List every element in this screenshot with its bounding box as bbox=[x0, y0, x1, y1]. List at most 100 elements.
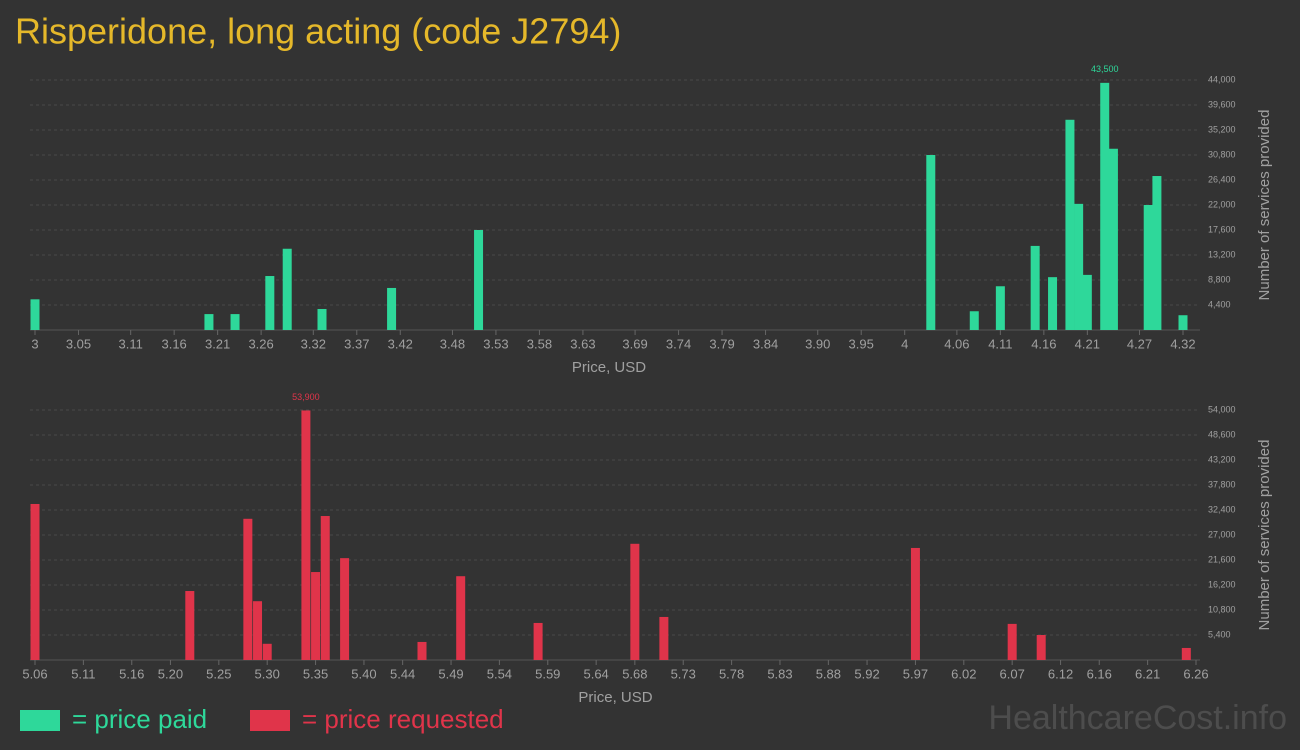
x-tick-label: 5.25 bbox=[206, 666, 231, 681]
bar bbox=[1048, 277, 1058, 330]
x-tick-label: 4.21 bbox=[1075, 336, 1100, 351]
y-tick-label: 48,600 bbox=[1208, 429, 1236, 439]
y-tick-label: 10,800 bbox=[1208, 604, 1236, 614]
x-tick-label: 5.78 bbox=[719, 666, 744, 681]
x-tick-label: 3.74 bbox=[666, 336, 691, 351]
x-tick-label: 6.26 bbox=[1183, 666, 1208, 681]
x-tick-label: 5.92 bbox=[854, 666, 879, 681]
x-tick-label: 3.90 bbox=[805, 336, 830, 351]
x-tick-label: 3.58 bbox=[527, 336, 552, 351]
y-tick-label: 30,800 bbox=[1208, 149, 1236, 159]
x-tick-label: 5.83 bbox=[767, 666, 792, 681]
x-tick-label: 6.12 bbox=[1048, 666, 1073, 681]
bar bbox=[230, 314, 240, 330]
x-tick-label: 5.73 bbox=[671, 666, 696, 681]
bar bbox=[311, 572, 321, 660]
y-tick-label: 5,400 bbox=[1208, 629, 1231, 639]
bar bbox=[659, 616, 669, 660]
bar bbox=[533, 622, 543, 660]
legend-swatch bbox=[250, 710, 290, 731]
x-tick-label: 4.11 bbox=[988, 336, 1012, 351]
bar bbox=[387, 287, 397, 330]
bar bbox=[317, 308, 327, 330]
bar bbox=[1082, 274, 1092, 330]
y-axis-label: Number of services provided bbox=[1256, 440, 1273, 631]
bar bbox=[1074, 203, 1084, 330]
bar bbox=[456, 576, 466, 660]
y-tick-label: 26,400 bbox=[1208, 174, 1236, 184]
x-tick-label: 4.32 bbox=[1170, 336, 1195, 351]
bar bbox=[1036, 635, 1046, 660]
legend-label: = price paid bbox=[72, 704, 207, 734]
x-tick-label: 5.11 bbox=[71, 666, 95, 681]
x-tick-label: 3.84 bbox=[753, 336, 778, 351]
bar bbox=[30, 299, 40, 330]
x-tick-label: 5.68 bbox=[622, 666, 647, 681]
x-tick-label: 3.16 bbox=[161, 336, 186, 351]
bar bbox=[1030, 245, 1040, 330]
x-tick-label: 3.95 bbox=[849, 336, 874, 351]
y-axis-label: Number of services provided bbox=[1256, 110, 1273, 301]
x-tick-label: 5.59 bbox=[535, 666, 560, 681]
x-tick-label: 3.32 bbox=[301, 336, 326, 351]
x-tick-label: 4.06 bbox=[944, 336, 969, 351]
bar bbox=[1178, 315, 1188, 330]
y-tick-label: 43,200 bbox=[1208, 454, 1236, 464]
x-tick-label: 3 bbox=[31, 336, 38, 351]
x-tick-label: 5.54 bbox=[487, 666, 512, 681]
x-tick-label: 5.30 bbox=[255, 666, 280, 681]
bar bbox=[1152, 176, 1162, 330]
bar bbox=[253, 601, 263, 660]
bar bbox=[262, 643, 272, 660]
y-tick-label: 44,000 bbox=[1208, 74, 1236, 84]
x-tick-label: 3.11 bbox=[118, 336, 142, 351]
bar bbox=[969, 311, 979, 330]
bar bbox=[301, 410, 311, 660]
bar bbox=[1181, 647, 1191, 660]
y-tick-label: 13,200 bbox=[1208, 249, 1236, 259]
value-label: 43,500 bbox=[1091, 64, 1119, 74]
x-tick-label: 5.16 bbox=[119, 666, 144, 681]
y-tick-label: 21,600 bbox=[1208, 554, 1236, 564]
bar bbox=[417, 641, 427, 660]
bar bbox=[1108, 148, 1118, 330]
x-tick-label: 3.42 bbox=[388, 336, 413, 351]
x-tick-label: 3.21 bbox=[205, 336, 230, 351]
x-tick-label: 5.49 bbox=[438, 666, 463, 681]
x-tick-label: 3.53 bbox=[483, 336, 508, 351]
bar bbox=[1100, 82, 1110, 330]
x-tick-label: 3.63 bbox=[570, 336, 595, 351]
bar bbox=[910, 547, 920, 660]
bar bbox=[320, 516, 330, 660]
x-tick-label: 6.07 bbox=[1000, 666, 1025, 681]
x-tick-label: 5.88 bbox=[816, 666, 841, 681]
legend-label: = price requested bbox=[302, 704, 504, 734]
bar bbox=[185, 591, 195, 660]
bar bbox=[926, 155, 936, 330]
y-tick-label: 16,200 bbox=[1208, 579, 1236, 589]
x-tick-label: 3.69 bbox=[622, 336, 647, 351]
x-tick-label: 6.02 bbox=[951, 666, 976, 681]
y-tick-label: 27,000 bbox=[1208, 529, 1236, 539]
legend-swatch bbox=[20, 710, 60, 731]
bar bbox=[995, 286, 1005, 330]
value-label: 53,900 bbox=[292, 392, 320, 402]
x-tick-label: 5.64 bbox=[583, 666, 608, 681]
page-title: Risperidone, long acting (code J2794) bbox=[15, 11, 621, 52]
y-tick-label: 35,200 bbox=[1208, 124, 1236, 134]
y-tick-label: 54,000 bbox=[1208, 404, 1236, 414]
x-tick-label: 5.40 bbox=[351, 666, 376, 681]
x-tick-label: 6.16 bbox=[1087, 666, 1112, 681]
x-tick-label: 6.21 bbox=[1135, 666, 1160, 681]
bar bbox=[1065, 119, 1075, 330]
x-tick-label: 5.06 bbox=[22, 666, 47, 681]
bar bbox=[282, 248, 292, 330]
bar bbox=[1007, 623, 1017, 660]
x-tick-label: 4.16 bbox=[1031, 336, 1056, 351]
y-tick-label: 32,400 bbox=[1208, 504, 1236, 514]
y-tick-label: 22,000 bbox=[1208, 199, 1236, 209]
bar bbox=[243, 518, 253, 660]
x-tick-label: 3.48 bbox=[440, 336, 465, 351]
x-axis-label: Price, USD bbox=[572, 359, 646, 376]
bar bbox=[1143, 205, 1153, 330]
